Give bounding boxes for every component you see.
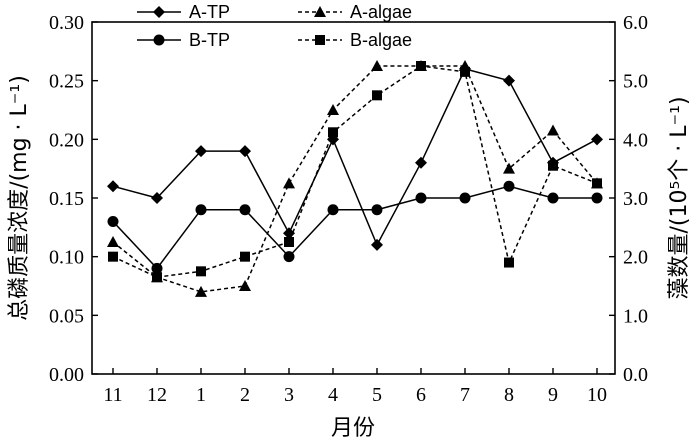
data-point-a-algae [371, 60, 383, 71]
series-b-algae [108, 61, 602, 283]
x-tick-label: 4 [328, 384, 338, 406]
data-point-a-tp [503, 74, 515, 87]
data-point-b-tp [195, 204, 207, 216]
data-point-b-tp [547, 192, 559, 204]
series-layer [107, 60, 603, 297]
data-point-b-algae [108, 251, 118, 262]
y-left-tick-label: 0.05 [49, 305, 84, 327]
data-point-b-algae [592, 178, 602, 189]
series-a-tp [107, 62, 603, 251]
x-tick-label: 11 [103, 384, 122, 406]
x-tick-label: 8 [504, 384, 514, 406]
y-right-tick-label: 2.0 [623, 247, 648, 269]
data-point-b-algae [328, 127, 338, 138]
data-point-b-tp [371, 204, 383, 216]
y-right-tick-label: 6.0 [623, 12, 648, 34]
legend-marker-b-tp [153, 34, 165, 46]
x-tick-label: 6 [416, 384, 426, 406]
y-right-tick-label: 5.0 [623, 71, 648, 93]
x-tick-label: 5 [372, 384, 382, 406]
plot-frame [91, 21, 616, 375]
data-point-a-tp [107, 180, 119, 193]
y-left-tick-label: 0.10 [49, 247, 84, 269]
data-point-b-algae [416, 61, 426, 71]
legend-label-b-tp: B-TP [189, 30, 230, 50]
x-tick-label: 1 [196, 384, 206, 406]
data-point-a-algae [547, 124, 559, 136]
x-tick-label: 3 [284, 384, 294, 406]
data-point-a-tp [591, 133, 603, 146]
y-left-tick-label: 0.20 [49, 129, 84, 151]
legend-label-b-algae: B-algae [350, 30, 412, 50]
data-point-b-tp [327, 204, 339, 216]
series-line-a-algae [112, 65, 598, 293]
legend-label-a-algae: A-algae [350, 2, 412, 22]
data-point-a-algae [503, 162, 515, 174]
y-right-tick-label: 0.0 [623, 364, 648, 386]
x-axis-title: 月份 [331, 416, 375, 441]
data-point-a-tp [415, 156, 427, 169]
legend-marker-a-tp [153, 6, 165, 18]
y-right-tick-label: 4.0 [623, 129, 648, 151]
y-left-tick-label: 0.25 [49, 71, 84, 93]
x-tick-label: 9 [548, 384, 558, 406]
data-point-b-tp [107, 215, 119, 227]
data-point-a-algae [327, 104, 339, 115]
data-point-b-algae [548, 160, 558, 171]
data-point-b-algae [460, 66, 470, 77]
legend: A-TP B-TP A-algae B-algae [137, 2, 412, 50]
data-point-a-tp [151, 192, 163, 204]
x-tick-label: 12 [147, 384, 167, 406]
x-tick-label: 7 [460, 384, 470, 406]
y-right-tick-label: 3.0 [623, 188, 648, 210]
data-point-b-algae [372, 90, 382, 101]
data-point-a-algae [195, 285, 207, 297]
series-line-a-tp [112, 68, 598, 247]
data-point-b-tp [283, 251, 295, 263]
y-left-tick-label: 0.00 [49, 364, 84, 386]
y-axis-right-title: 藻数量/(10⁵个 · L⁻¹) [667, 96, 692, 299]
data-point-a-algae [107, 236, 119, 247]
data-point-b-tp [239, 204, 251, 216]
axis-ticks: 0.00 0.05 0.10 0.15 0.20 0.25 0.30 0.0 1.0 2.0 3.0… [49, 12, 648, 406]
series-line-b-algae [112, 65, 598, 278]
data-point-b-tp [503, 180, 515, 192]
data-point-b-algae [284, 237, 294, 247]
legend-marker-a-algae [314, 6, 326, 17]
y-right-tick-label: 1.0 [623, 305, 648, 327]
series-line-b-tp [112, 185, 597, 270]
data-point-b-tp [151, 262, 163, 274]
series-a-algae [107, 60, 603, 297]
y-axis-left-title: 总磷质量浓度/(mg · L⁻¹) [7, 75, 32, 321]
data-point-b-tp [415, 192, 427, 204]
legend-label-a-tp: A-TP [189, 2, 230, 22]
series-b-tp [107, 180, 603, 274]
data-point-b-algae [152, 272, 162, 283]
x-tick-label: 2 [240, 384, 250, 406]
data-point-a-tp [239, 145, 251, 158]
y-left-tick-label: 0.30 [49, 12, 84, 34]
legend-marker-b-algae [315, 35, 325, 45]
data-point-b-algae [196, 266, 206, 277]
data-point-a-algae [283, 177, 295, 189]
x-tick-label: 10 [587, 384, 607, 406]
y-left-tick-label: 0.15 [49, 188, 84, 210]
data-point-a-tp [371, 238, 383, 251]
data-point-a-tp [195, 145, 207, 158]
data-point-b-algae [240, 251, 250, 262]
data-point-b-tp [459, 192, 471, 204]
data-point-a-algae [239, 280, 251, 291]
data-point-b-algae [504, 257, 514, 268]
data-point-b-tp [591, 192, 603, 204]
